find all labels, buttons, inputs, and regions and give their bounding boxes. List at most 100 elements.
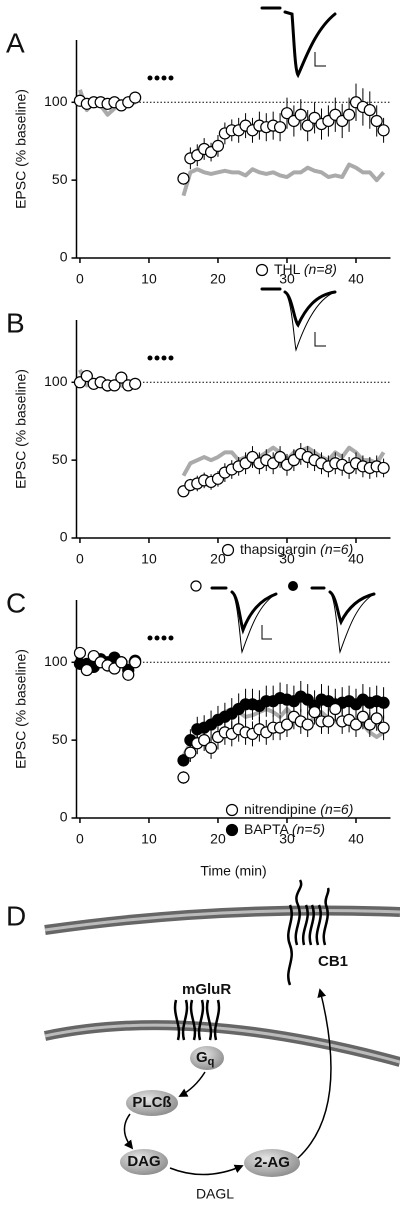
data-point	[377, 124, 390, 137]
y-tick-label: 100	[44, 93, 68, 109]
legend-name: thapsigargin	[240, 541, 316, 557]
panel-label: D	[6, 900, 26, 931]
panel-label: A	[6, 27, 25, 58]
data-point	[184, 746, 197, 759]
legend-label: thapsigargin (n=6)	[240, 541, 353, 557]
node-label: Gq	[196, 1049, 214, 1068]
data-point	[377, 461, 390, 475]
x-tick-label: 40	[348, 271, 364, 287]
data-point	[356, 710, 369, 723]
data-point	[349, 718, 363, 731]
legend-marker	[225, 823, 239, 837]
legend-name: nitrendipine	[244, 801, 317, 817]
legend-marker	[255, 263, 269, 277]
data-point	[177, 771, 190, 784]
x-tick-label: 30	[279, 551, 295, 567]
data-point	[280, 107, 294, 120]
data-point	[363, 103, 376, 117]
panel-label: C	[6, 587, 26, 618]
inset-traces	[190, 6, 376, 654]
y-tick-label: 50	[52, 731, 68, 747]
y-tick-label: 0	[60, 809, 68, 825]
y-tick-label: 0	[60, 529, 68, 545]
data-point	[177, 172, 190, 185]
data-point	[301, 718, 314, 731]
y-axis-label: EPSC (% baseline)	[13, 369, 29, 489]
drug-bar	[147, 75, 174, 641]
data-point	[308, 706, 321, 719]
receptor-label: mGluR	[182, 981, 231, 998]
data-point	[280, 718, 294, 731]
data-point	[115, 371, 128, 384]
x-tick-label: 10	[141, 271, 157, 287]
legend-annotation: (n=6)	[320, 541, 353, 557]
x-tick-label: 0	[76, 831, 84, 847]
legend-label: nitrendipine (n=6)	[244, 801, 353, 817]
data-point	[198, 734, 211, 747]
node-label: 2-AG	[254, 1154, 290, 1171]
x-tick-label: 40	[348, 831, 364, 847]
data-point	[273, 121, 287, 134]
node	[126, 1090, 178, 1116]
data-point	[177, 754, 190, 767]
data-point	[80, 663, 93, 677]
x-tick-label: 0	[76, 551, 84, 567]
y-tick-label: 50	[52, 451, 68, 467]
data-point	[329, 702, 342, 716]
data-point	[370, 114, 383, 128]
cb1-receptor	[287, 879, 330, 986]
x-tick-label: 10	[141, 551, 157, 567]
receptor-label: CB1	[318, 953, 348, 970]
node-label: PLCß	[132, 1094, 171, 1111]
node	[190, 1046, 224, 1070]
x-tick-label: 40	[348, 551, 364, 567]
legend-name: BAPTA	[244, 821, 290, 837]
data-point	[342, 108, 356, 121]
node	[120, 1149, 168, 1175]
data-point	[322, 715, 335, 728]
y-tick-label: 100	[44, 653, 68, 669]
enzyme-label: DAGL	[196, 1186, 234, 1202]
data-point	[204, 741, 218, 755]
membrane	[44, 1023, 400, 1064]
data-point	[377, 721, 390, 734]
mglur-receptor	[173, 999, 221, 1041]
legend-marker	[221, 543, 235, 557]
legend-annotation: (n=8)	[304, 261, 337, 277]
x-axis-label: Time (min)	[200, 863, 266, 879]
legend-annotation: (n=5)	[292, 821, 325, 837]
legend-marker	[225, 803, 239, 817]
x-tick-label: 20	[210, 831, 226, 847]
data-point	[80, 369, 93, 383]
data-point	[377, 696, 390, 709]
node	[244, 1149, 300, 1177]
data-point	[129, 91, 142, 104]
y-tick-label: 50	[52, 171, 68, 187]
legend-name: THL	[274, 261, 301, 277]
x-tick-label: 30	[279, 831, 295, 847]
membrane	[44, 908, 400, 932]
arrows	[123, 988, 332, 1176]
data-point	[122, 668, 135, 681]
diagram: D CB1 mGluR Gq PLCß DAG 2-AG DAGL	[6, 879, 400, 1202]
data-point	[301, 119, 314, 132]
y-tick-label: 100	[44, 373, 68, 389]
data-point	[73, 646, 87, 660]
data-point	[129, 656, 142, 669]
x-tick-label: 10	[141, 831, 157, 847]
panel-label: B	[6, 307, 25, 338]
x-tick-label: 0	[76, 271, 84, 287]
x-tick-label: 30	[279, 271, 295, 287]
data-point	[211, 139, 225, 152]
x-tick-label: 20	[210, 551, 226, 567]
data-point	[294, 108, 307, 121]
y-tick-label: 0	[60, 249, 68, 265]
data-point	[273, 450, 287, 464]
legend-label: THL (n=8)	[274, 261, 337, 277]
data-point	[129, 377, 142, 390]
legend-annotation: (n=6)	[320, 801, 353, 817]
legend-label: BAPTA (n=5)	[244, 821, 325, 837]
data-point	[108, 379, 121, 392]
